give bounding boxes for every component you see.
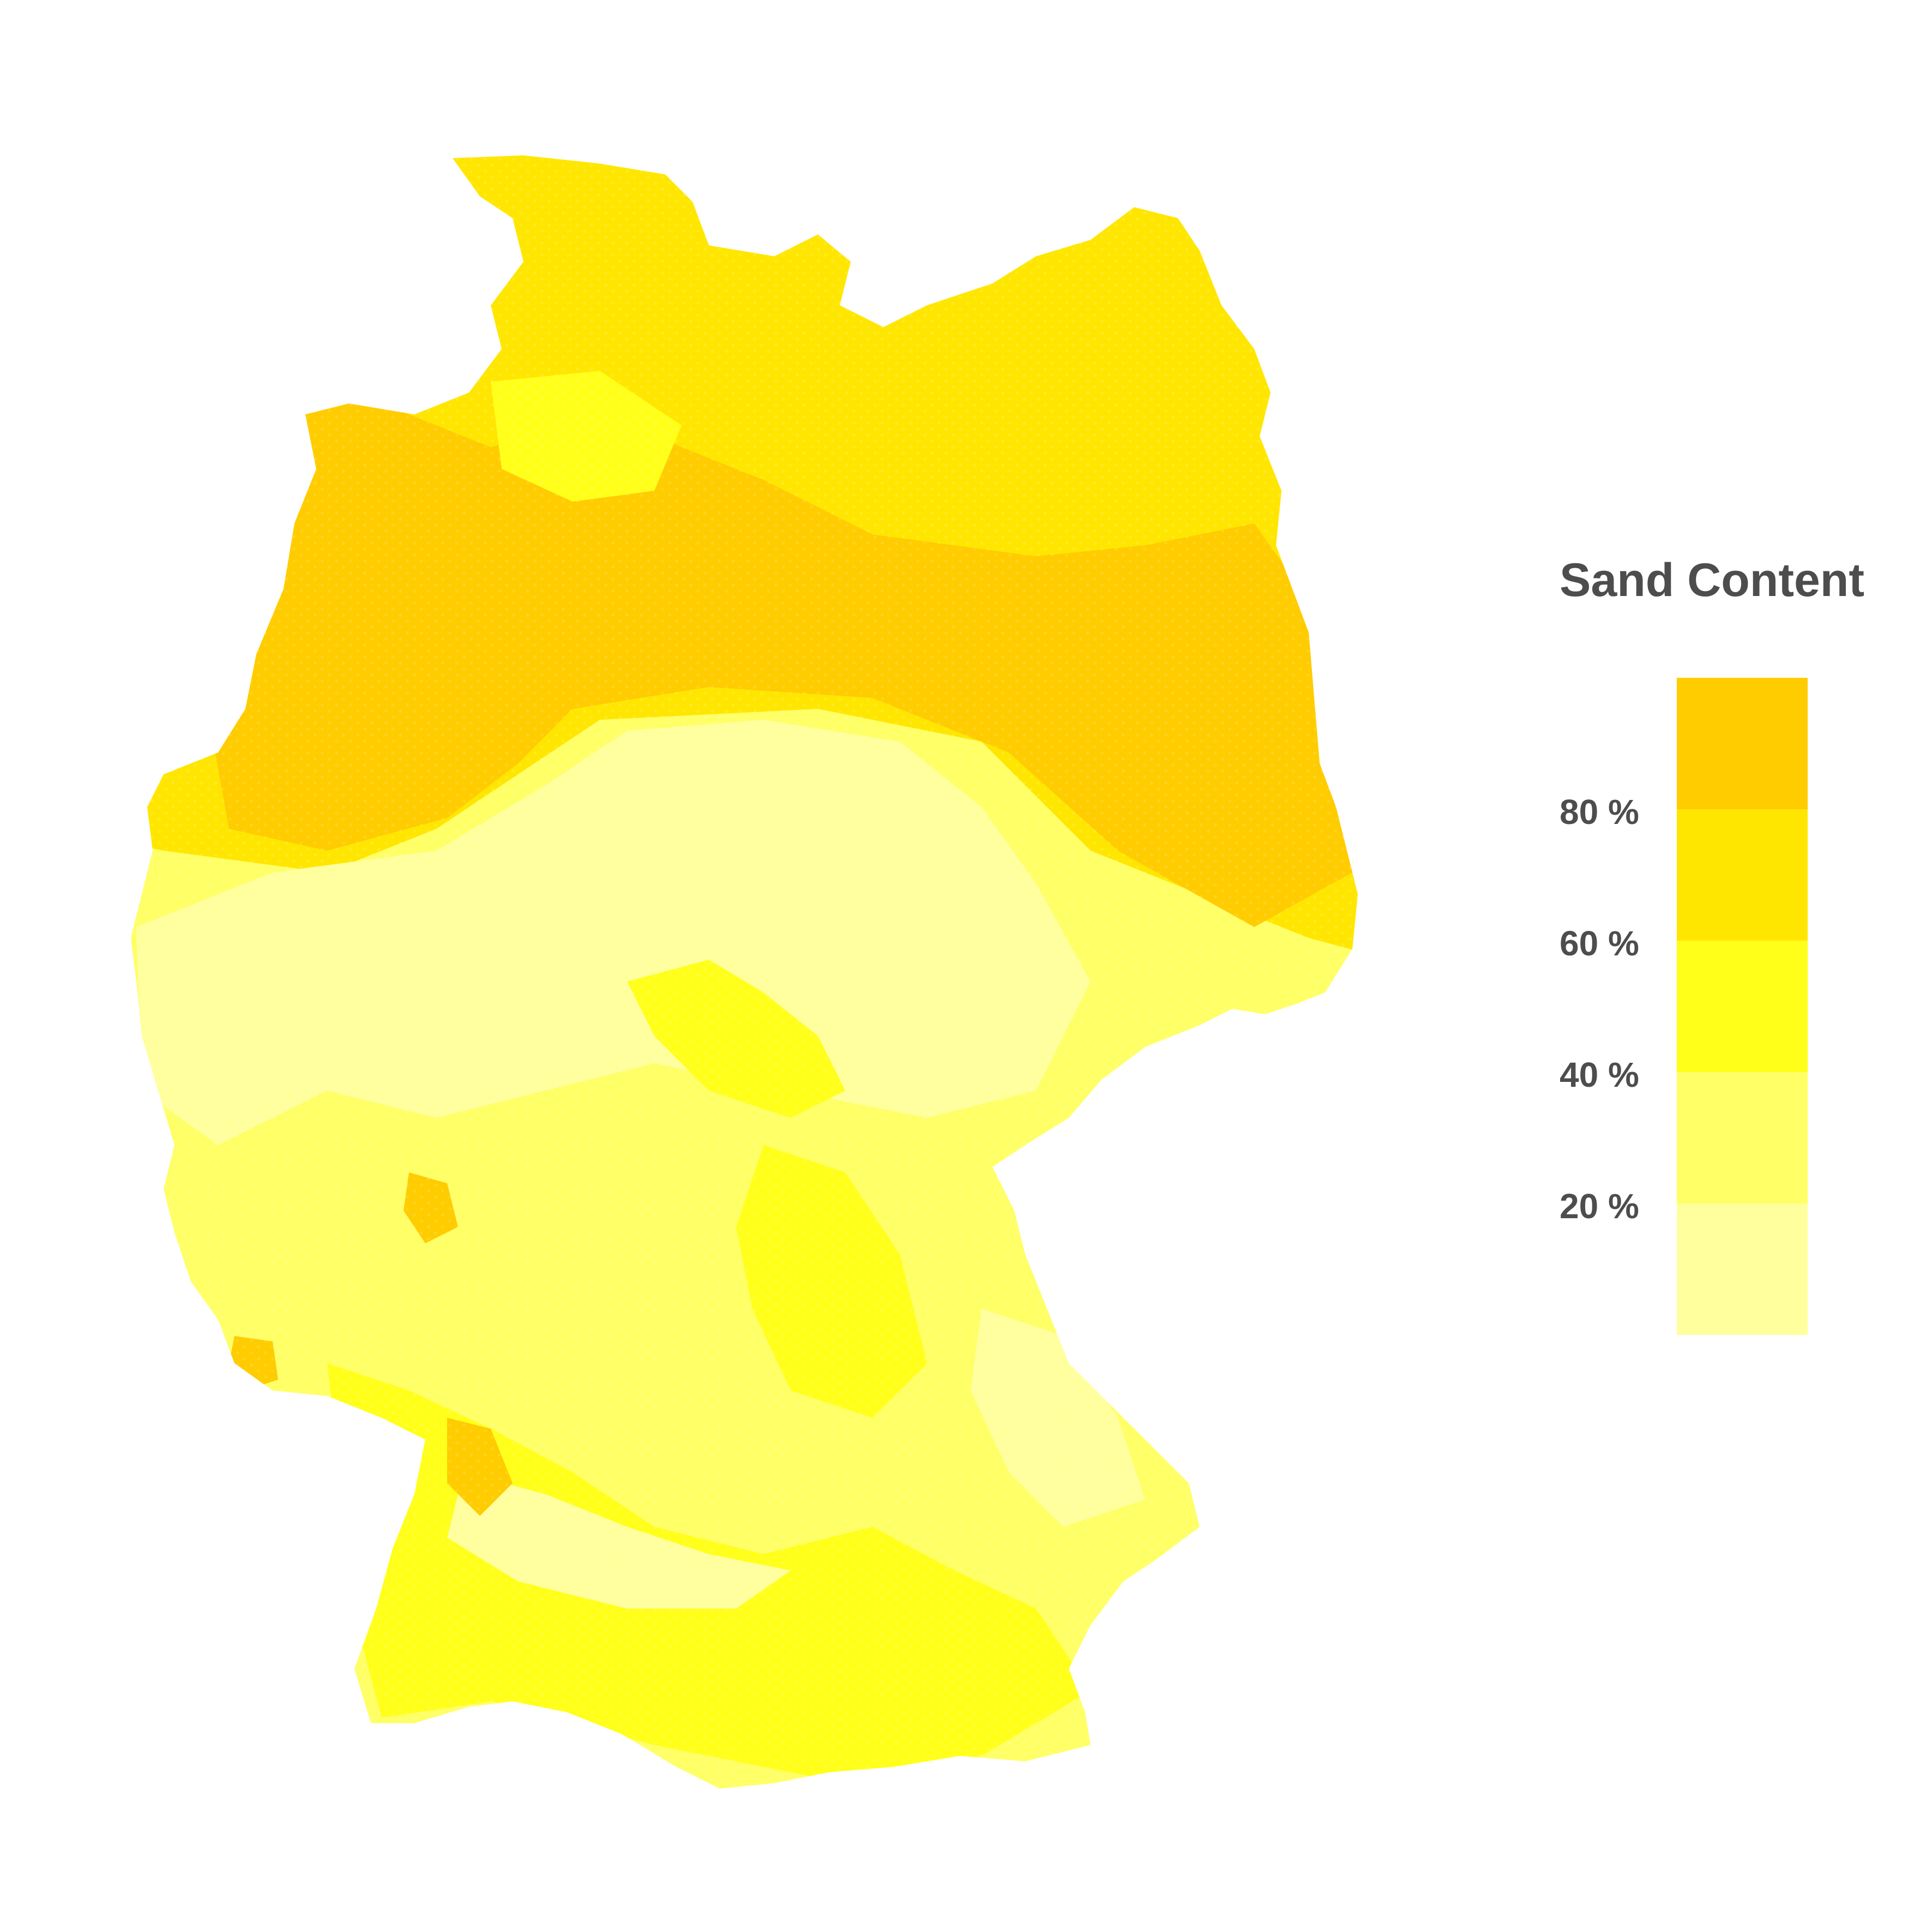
legend-swatch-80-100 (1677, 678, 1808, 809)
legend-tick-20: 20 % (1560, 1187, 1639, 1226)
legend-swatch-0-20 (1677, 1203, 1808, 1335)
legend-swatch-20-40 (1677, 1072, 1808, 1203)
legend-title: Sand Content (1560, 554, 1864, 606)
legend-tick-60: 60 % (1560, 924, 1639, 963)
legend-tick-80: 80 % (1560, 792, 1639, 832)
legend-swatch-40-60 (1677, 941, 1808, 1072)
legend-swatch-60-80 (1677, 809, 1808, 941)
legend-tick-40: 40 % (1560, 1055, 1639, 1094)
